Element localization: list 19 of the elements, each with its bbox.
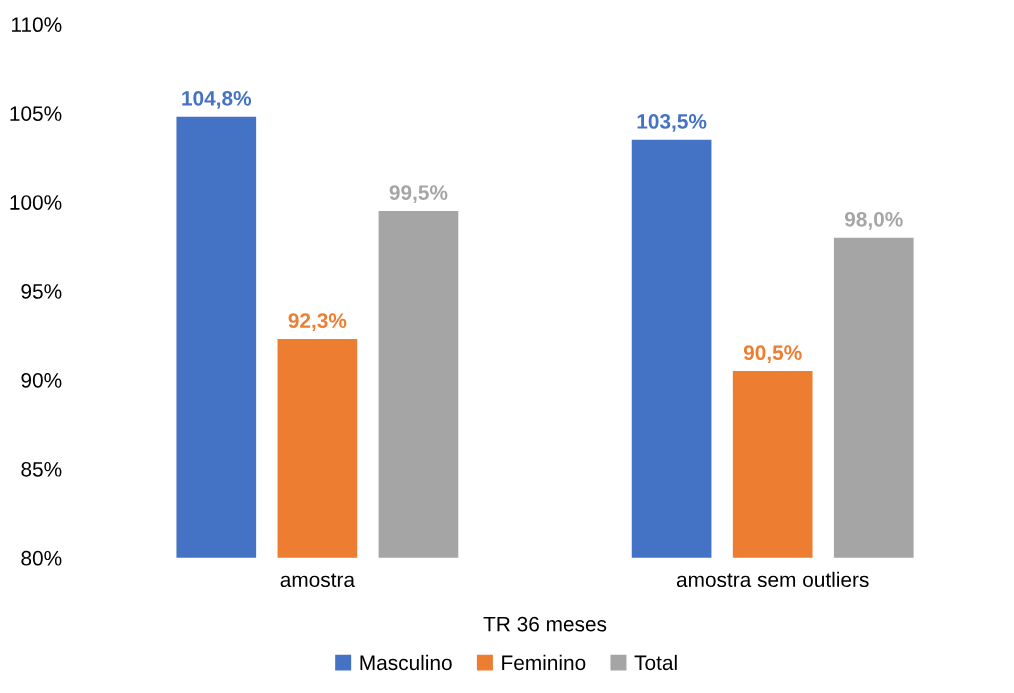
data-label: 98,0% — [844, 211, 903, 230]
legend-label: Masculino — [360, 654, 452, 671]
y-tick-label: 90% — [21, 373, 62, 388]
legend-label: Total — [634, 654, 677, 671]
y-tick-label: 110% — [12, 17, 62, 33]
legend-label: Feminino — [502, 654, 586, 671]
x-tick-label: amostra sem outliers — [676, 571, 869, 588]
y-tick-label: 105% — [10, 106, 62, 121]
x-tick-label: amostra — [280, 573, 355, 588]
y-tick-label: 85% — [21, 461, 62, 477]
data-label: 92,3% — [288, 313, 347, 332]
data-label: 103,5% — [637, 114, 707, 132]
data-label: 99,5% — [389, 185, 448, 203]
data-label: 104,8% — [182, 90, 252, 109]
y-tick-label: 80% — [21, 550, 62, 566]
y-tick-label: 100% — [10, 195, 62, 210]
data-label: 90,5% — [743, 345, 802, 364]
y-tick-label: 95% — [21, 284, 62, 299]
x-axis-title: TR 36 meses — [483, 616, 607, 632]
